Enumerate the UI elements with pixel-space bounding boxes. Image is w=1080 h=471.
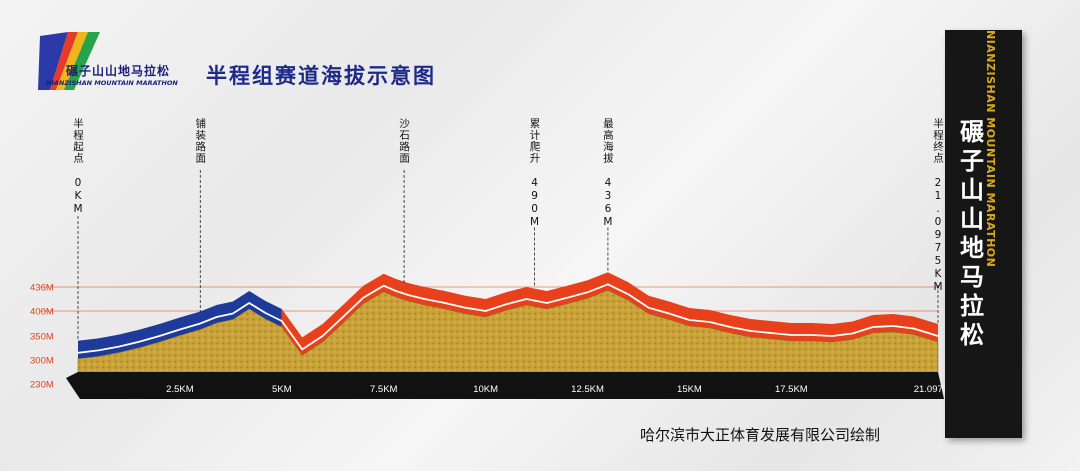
annotation-label: 累计爬升 490M — [529, 118, 541, 229]
route-line — [77, 283, 939, 354]
surface-band — [281, 272, 938, 360]
x-tick-label: 5KM — [272, 384, 292, 395]
side-panel-title-en: NIANZISHAN MOUNTAIN MARATHON — [984, 30, 997, 268]
annotation-label: 铺装路面 — [194, 117, 206, 164]
y-tick-label: 436M — [30, 283, 54, 294]
side-panel-title-cn: 碾子山山地马拉松 — [960, 118, 984, 349]
x-tick-label: 17.5KM — [775, 384, 808, 395]
x-tick-label: 12.5KM — [571, 384, 604, 395]
elevation-area — [77, 289, 939, 373]
annotation-label: 半程起点 0KM — [72, 117, 84, 216]
page-title: 半程组赛道海拔示意图 — [206, 64, 436, 88]
x-tick-label: 7.5KM — [370, 384, 398, 395]
annotation-label: 半程终点 21.0975KM — [932, 117, 944, 294]
logo-text: 碾子山山地马拉松 — [66, 64, 171, 78]
y-tick-label: 230M — [30, 380, 54, 391]
x-axis-bar — [66, 372, 944, 399]
x-tick-label: 15KM — [677, 384, 702, 395]
credit-text: 哈尔滨市大正体育发展有限公司绘制 — [640, 426, 881, 444]
y-tick-label: 350M — [30, 332, 54, 343]
annotation-label: 最高海拔 436M — [602, 118, 614, 229]
y-tick-label: 300M — [30, 356, 54, 367]
logo-subtext: NIANZISHAN MOUNTAIN MARATHON — [46, 79, 178, 87]
logo-icon — [38, 32, 100, 90]
y-tick-label: 400M — [30, 307, 54, 318]
annotation-label: 沙石路面 — [398, 118, 410, 164]
x-tick-label: 2.5KM — [166, 384, 194, 395]
x-tick-label: 10KM — [473, 384, 498, 395]
side-panel — [945, 30, 1022, 438]
x-tick-label: 21.0975KM — [914, 384, 963, 395]
